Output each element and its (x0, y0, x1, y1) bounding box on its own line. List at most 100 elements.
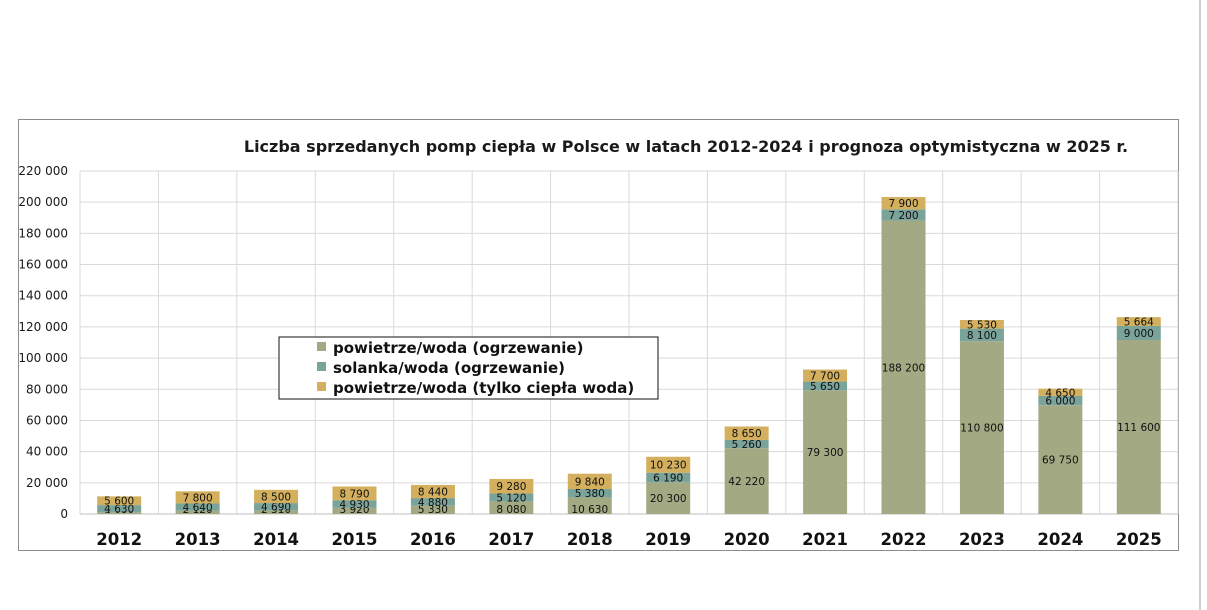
bar-segment (1038, 395, 1083, 406)
bar-segment (332, 507, 377, 514)
y-tick-label: 80 000 (26, 382, 68, 396)
y-tick-label: 20 000 (26, 476, 68, 490)
bar-segment (803, 381, 848, 391)
bar-segment (881, 197, 926, 210)
bar-segment (489, 493, 534, 502)
data-label: 7 700 (810, 371, 840, 383)
data-label: 5 650 (810, 381, 840, 393)
bar-segment (959, 320, 1004, 329)
y-tick-label: 140 000 (18, 289, 68, 303)
x-tick-label: 2024 (1037, 530, 1083, 549)
bar-segment (1116, 340, 1161, 514)
y-tick-label: 100 000 (18, 351, 68, 365)
data-label: 4 630 (104, 504, 134, 516)
data-label: 4 650 (1045, 387, 1075, 399)
x-tick-label: 2023 (959, 530, 1005, 549)
legend-label-powietrze-cwu: powietrze/woda (tylko ciepła woda) (333, 379, 634, 397)
bar-segment (1116, 317, 1161, 326)
bar-segment (410, 498, 455, 506)
x-tick-label: 2021 (802, 530, 848, 549)
bar-segment (1038, 388, 1083, 396)
y-tick-label: 0 (60, 507, 68, 521)
data-label: 7 200 (888, 210, 918, 222)
data-label: 4 930 (339, 499, 369, 511)
data-label: 5 380 (575, 488, 605, 500)
bar-segment (567, 473, 612, 490)
data-label: 9 000 (1124, 328, 1154, 340)
bar-segment (567, 489, 612, 498)
bar-segment (410, 484, 455, 499)
y-tick-label: 60 000 (26, 413, 68, 427)
legend: powietrze/woda (ogrzewanie) solanka/woda… (278, 336, 659, 400)
x-tick-label: 2017 (488, 530, 534, 549)
data-label: 8 100 (967, 330, 997, 342)
x-tick-label: 2015 (332, 530, 378, 549)
bar-segment (803, 369, 848, 382)
y-tick-label: 180 000 (18, 226, 68, 240)
data-label: 5 120 (496, 492, 526, 504)
y-tick-label: 160 000 (18, 258, 68, 272)
x-tick-label: 2014 (253, 530, 299, 549)
data-label: 188 200 (882, 362, 925, 374)
bar-segment (489, 501, 534, 514)
bar-segment (803, 390, 848, 514)
data-label: 69 750 (1042, 455, 1079, 467)
bar-segment (254, 510, 299, 514)
x-tick-label: 2020 (724, 530, 770, 549)
legend-box (278, 336, 659, 400)
bar-segment (646, 456, 691, 473)
bar-segment (489, 478, 534, 494)
y-tick-label: 200 000 (18, 195, 68, 209)
data-label: 110 800 (960, 423, 1003, 435)
data-label: 5 530 (967, 319, 997, 331)
bar-segment (881, 220, 926, 514)
data-label: 8 080 (496, 504, 526, 516)
data-label: 9 280 (496, 481, 526, 493)
bar-segment (881, 209, 926, 221)
bar-segment (332, 500, 377, 508)
chart-title: Liczba sprzedanych pomp ciepła w Polsce … (244, 137, 1128, 156)
bar-segment (97, 496, 142, 506)
data-label: 8 500 (261, 491, 291, 503)
bar-segment (646, 482, 691, 514)
data-label: 9 840 (575, 476, 605, 488)
bar-segment (175, 503, 220, 511)
x-tick-label: 2012 (96, 530, 142, 549)
data-label: 10 630 (571, 504, 608, 516)
x-axis: 2012 2013 2014 2015 2016 2017 2018 2019 2020 2021… (96, 530, 1162, 549)
data-label: 5 600 (104, 496, 134, 508)
data-label: 79 300 (807, 447, 844, 459)
bar-segment (175, 491, 220, 504)
bar-segment (332, 486, 377, 501)
data-label: 8 790 (339, 488, 369, 500)
x-tick-label: 2018 (567, 530, 613, 549)
data-label: 6 190 (653, 473, 683, 485)
bar-segment (1116, 325, 1161, 341)
bar-segment (1038, 405, 1083, 514)
data-label: 111 600 (1117, 422, 1160, 434)
bar-segment (97, 505, 142, 513)
data-label: 7 900 (888, 198, 918, 210)
bar-segment (567, 497, 612, 514)
data-label: 8 650 (732, 428, 762, 440)
legend-swatch-powietrze-cwu (317, 382, 326, 391)
data-label: 42 220 (728, 476, 765, 488)
y-tick-label: 120 000 (18, 320, 68, 334)
bar-segment (254, 489, 299, 504)
data-label: 10 230 (650, 460, 687, 472)
data-label: 5 664 (1124, 317, 1154, 329)
x-tick-label: 2016 (410, 530, 456, 549)
data-label: 5 260 (732, 439, 762, 451)
data-label: 5 330 (418, 504, 448, 516)
x-tick-label: 2019 (645, 530, 691, 549)
bar-segment (724, 439, 769, 449)
data-label: 7 800 (183, 492, 213, 504)
x-tick-label: 2025 (1116, 530, 1162, 549)
data-label: 4 690 (261, 502, 291, 514)
x-tick-label: 2013 (175, 530, 221, 549)
y-axis: 0 20 000 40 000 60 000 80 000 100 000 120 000 1… (18, 164, 68, 521)
bar-segment (410, 505, 455, 514)
data-label: 4 880 (418, 497, 448, 509)
